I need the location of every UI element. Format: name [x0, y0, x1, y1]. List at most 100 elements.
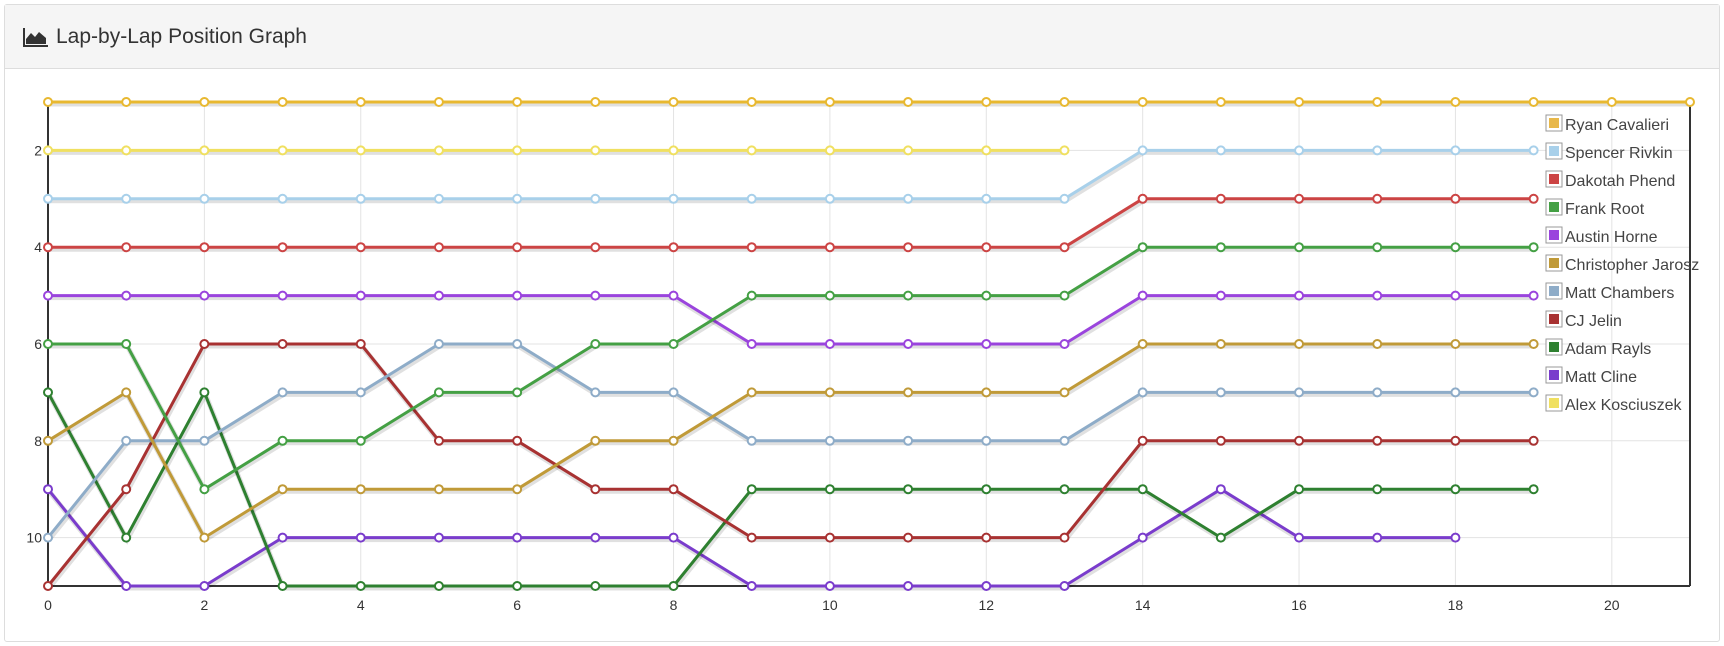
data-point — [590, 484, 601, 495]
data-point — [277, 145, 288, 156]
x-tick-label: 6 — [513, 597, 521, 613]
data-point — [903, 193, 914, 204]
data-point — [746, 290, 757, 301]
data-point — [355, 193, 366, 204]
data-point — [199, 97, 210, 107]
data-point — [43, 97, 53, 107]
data-point — [277, 97, 288, 107]
data-point — [746, 532, 757, 543]
data-point — [277, 484, 288, 495]
x-tick-label: 10 — [822, 597, 838, 613]
series-line — [48, 294, 1534, 346]
data-point — [277, 532, 288, 543]
data-point — [433, 339, 444, 349]
legend-swatch — [1549, 342, 1559, 352]
data-point — [1372, 339, 1383, 349]
data-point — [1294, 339, 1305, 349]
data-point — [1450, 387, 1461, 398]
data-point — [1528, 435, 1539, 446]
data-point — [1059, 581, 1070, 591]
data-point — [668, 97, 679, 107]
data-point — [590, 387, 601, 398]
data-point — [1294, 484, 1305, 495]
legend-swatch — [1549, 174, 1559, 184]
data-point — [199, 339, 210, 349]
data-point — [433, 387, 444, 398]
data-point — [512, 145, 523, 156]
data-point — [1372, 193, 1383, 204]
data-point — [1215, 484, 1226, 495]
data-point — [1215, 97, 1226, 107]
data-point — [1372, 290, 1383, 301]
data-point — [121, 97, 132, 107]
data-point — [355, 435, 366, 446]
data-point — [1137, 484, 1148, 495]
data-point — [668, 339, 679, 349]
series-line — [47, 342, 1534, 540]
data-point — [824, 387, 835, 398]
series-shadow — [47, 343, 1535, 544]
legend-swatch — [1549, 286, 1559, 296]
legend-swatch — [1549, 314, 1559, 324]
data-point — [1137, 435, 1148, 446]
data-point — [433, 242, 444, 253]
data-point — [277, 193, 288, 204]
legend-swatch — [1549, 370, 1559, 380]
data-point — [1215, 435, 1226, 446]
data-point — [746, 145, 757, 156]
data-point — [824, 290, 835, 301]
data-point — [903, 290, 914, 301]
panel-title: Lap-by-Lap Position Graph — [56, 24, 307, 48]
data-point — [1294, 97, 1305, 107]
data-point — [121, 290, 132, 301]
data-point — [199, 581, 210, 591]
legend-label: Matt Cline — [1565, 369, 1637, 386]
data-point — [824, 484, 835, 495]
series-shadow — [49, 246, 1535, 495]
legend-label: Adam Rayls — [1565, 341, 1651, 358]
data-point — [1215, 339, 1226, 349]
data-point — [43, 581, 53, 591]
y-tick-label: 10 — [26, 530, 42, 546]
legend-swatch — [1549, 258, 1559, 268]
data-point — [199, 532, 210, 543]
legend-swatch — [1549, 230, 1559, 240]
data-point — [981, 242, 992, 253]
data-point — [355, 387, 366, 398]
series-line — [46, 390, 1534, 588]
data-point — [981, 290, 992, 301]
data-point — [1372, 145, 1383, 156]
data-point — [1215, 290, 1226, 301]
data-point — [355, 484, 366, 495]
legend-swatch — [1549, 146, 1559, 156]
data-point — [121, 339, 132, 349]
data-point — [590, 339, 601, 349]
data-point — [121, 242, 132, 253]
data-point — [1137, 387, 1148, 398]
data-point — [277, 435, 288, 446]
data-point — [824, 532, 835, 543]
data-point — [512, 581, 523, 591]
data-point — [746, 484, 757, 495]
data-point — [1372, 387, 1383, 398]
series-shadow — [46, 388, 1535, 591]
data-point — [746, 387, 757, 398]
data-point — [668, 484, 679, 495]
data-point — [1450, 435, 1461, 446]
legend-label: Frank Root — [1565, 201, 1645, 218]
data-point — [746, 435, 757, 446]
data-point — [668, 242, 679, 253]
x-tick-label: 12 — [978, 597, 994, 613]
data-point — [1294, 193, 1305, 204]
data-point — [1528, 242, 1539, 253]
data-point — [903, 339, 914, 349]
data-point — [981, 193, 992, 204]
data-point — [1137, 339, 1148, 349]
data-point — [121, 435, 132, 446]
data-point — [1450, 290, 1461, 301]
data-point — [199, 145, 210, 156]
data-point — [668, 193, 679, 204]
data-point — [1059, 435, 1070, 446]
data-point — [512, 484, 523, 495]
data-point — [981, 581, 992, 591]
